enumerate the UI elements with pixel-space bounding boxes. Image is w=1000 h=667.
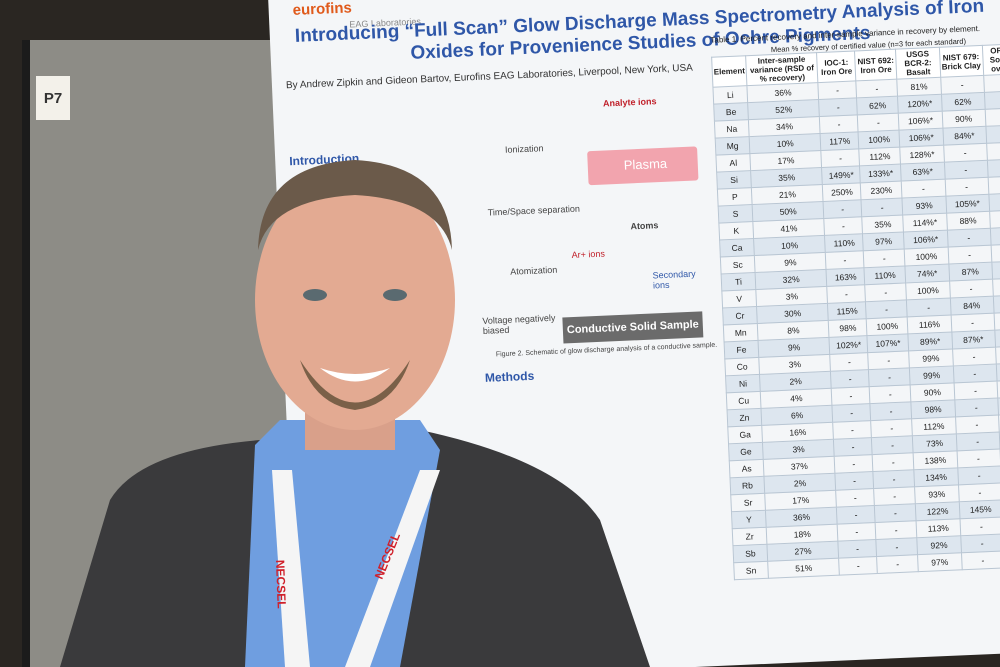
booth-label: P7 bbox=[36, 76, 70, 120]
eye bbox=[383, 289, 407, 301]
beard bbox=[300, 360, 410, 410]
lanyard-text: NECSEL bbox=[273, 560, 289, 609]
smile bbox=[320, 368, 390, 382]
hair bbox=[258, 160, 452, 250]
face bbox=[255, 170, 455, 430]
lanyard bbox=[345, 470, 440, 667]
lanyard bbox=[272, 470, 310, 667]
eye bbox=[303, 289, 327, 301]
